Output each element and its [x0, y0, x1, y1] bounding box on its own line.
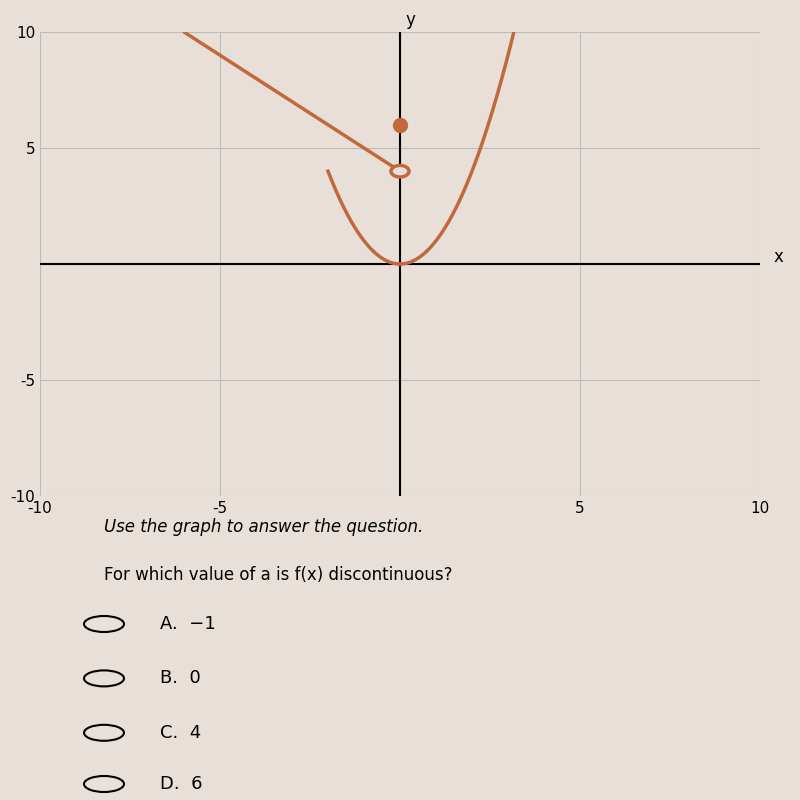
Text: B.  0: B. 0: [160, 670, 201, 687]
Text: x: x: [773, 248, 783, 266]
Text: D.  6: D. 6: [160, 775, 202, 793]
Text: For which value of a is f(x) discontinuous?: For which value of a is f(x) discontinuo…: [104, 566, 453, 584]
Circle shape: [391, 166, 409, 177]
Text: y: y: [406, 11, 416, 30]
Text: A.  −1: A. −1: [160, 615, 216, 633]
Text: C.  4: C. 4: [160, 724, 202, 742]
Text: Use the graph to answer the question.: Use the graph to answer the question.: [104, 518, 423, 536]
